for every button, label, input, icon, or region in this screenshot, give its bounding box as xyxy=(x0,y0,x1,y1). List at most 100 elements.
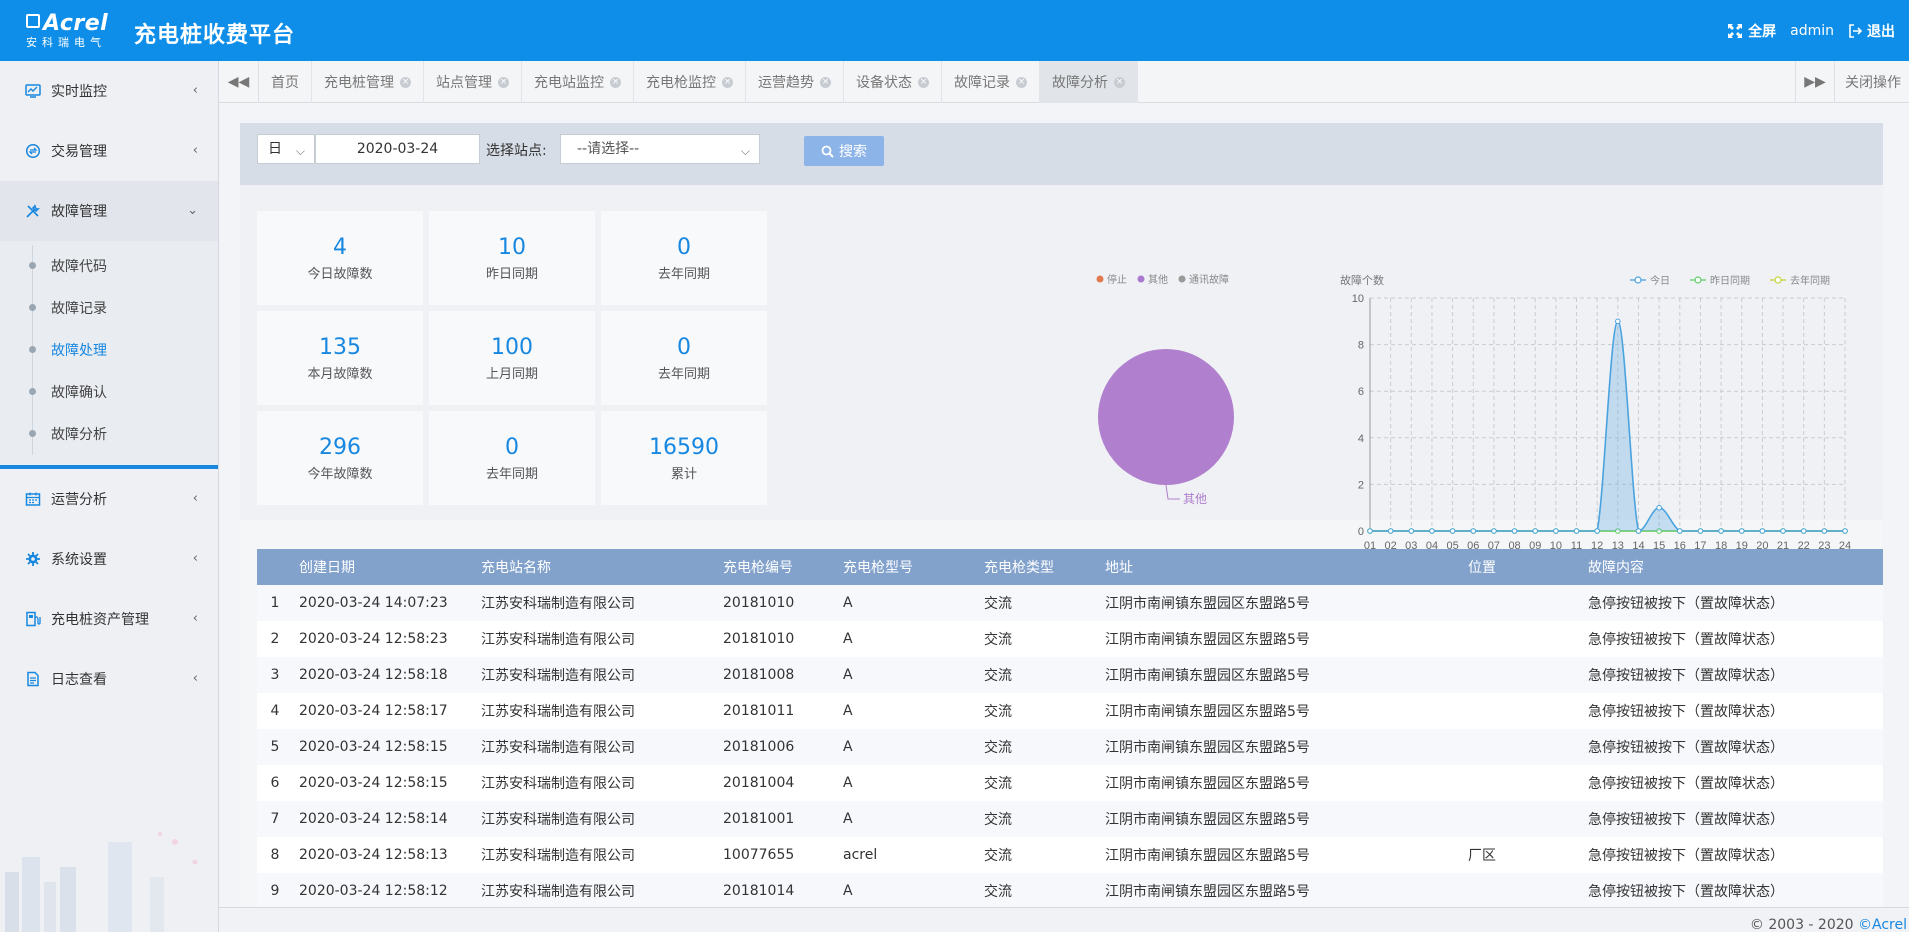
data-point[interactable] xyxy=(1656,528,1662,534)
sidebar-subitem-fault-confirm[interactable]: 故障确认 xyxy=(0,371,218,413)
legend-label: 其他 xyxy=(1148,273,1168,286)
pie-legend-item[interactable]: 停止 xyxy=(1096,273,1128,286)
data-point[interactable] xyxy=(1449,528,1456,534)
tab-label: 站点管理 xyxy=(436,75,492,91)
data-point[interactable] xyxy=(1697,528,1704,534)
table-row[interactable]: 6 2020-03-24 12:58:15 江苏安科瑞制造有限公司 20181004 A… xyxy=(257,765,1883,801)
table-cell: 5 xyxy=(270,739,280,755)
close-icon[interactable]: × xyxy=(722,76,733,88)
gear-icon xyxy=(25,551,41,567)
date-input[interactable]: 2020-03-24 xyxy=(315,134,480,164)
data-point[interactable] xyxy=(1821,528,1828,534)
close-icon[interactable]: × xyxy=(918,76,929,88)
sidebar-subitem-fault-record[interactable]: 故障记录 xyxy=(0,287,218,329)
close-icon[interactable]: × xyxy=(610,76,621,88)
data-point[interactable] xyxy=(1470,528,1477,534)
data-point[interactable] xyxy=(1656,504,1662,511)
sidebar-subitem-fault-code[interactable]: 故障代码 xyxy=(0,245,218,287)
fullscreen-button[interactable]: 全屏 xyxy=(1727,21,1776,41)
table-row[interactable]: 5 2020-03-24 12:58:15 江苏安科瑞制造有限公司 20181006 A… xyxy=(257,729,1883,765)
sidebar-subitem-fault-analysis[interactable]: 故障分析 xyxy=(0,413,218,455)
sidebar-item-operation-analysis[interactable]: 运营分析 ‹ xyxy=(0,469,218,529)
chart-legend-item[interactable]: 昨日同期 xyxy=(1690,275,1750,287)
close-operations-menu[interactable]: 关闭操作 xyxy=(1845,75,1901,91)
data-point[interactable] xyxy=(1718,528,1724,534)
logout-label: 退出 xyxy=(1867,24,1895,40)
tab-3[interactable]: 充电站监控 × xyxy=(522,61,634,103)
table-row[interactable]: 8 2020-03-24 12:58:13 江苏安科瑞制造有限公司 10077655 a… xyxy=(257,837,1883,873)
tab-6[interactable]: 设备状态 × xyxy=(844,61,942,103)
search-button[interactable]: 搜索 xyxy=(804,136,884,166)
data-point[interactable] xyxy=(1408,528,1415,534)
table-row[interactable]: 2 2020-03-24 12:58:23 江苏安科瑞制造有限公司 20181010 A… xyxy=(257,621,1883,657)
table-row[interactable]: 3 2020-03-24 12:58:18 江苏安科瑞制造有限公司 20181008 A… xyxy=(257,657,1883,693)
acrel-link[interactable]: ©Acrel xyxy=(1858,917,1907,932)
stat-card: 16590 累计 xyxy=(601,411,767,505)
stat-label: 昨日同期 xyxy=(485,267,538,282)
close-icon[interactable]: × xyxy=(400,76,411,88)
close-icon[interactable]: × xyxy=(1016,76,1027,88)
y-tick-label: 10 xyxy=(1352,293,1364,305)
logout-button[interactable]: 退出 xyxy=(1848,21,1895,41)
data-point[interactable] xyxy=(1553,528,1559,534)
tab-scroll-right-button[interactable]: ▶▶ xyxy=(1795,61,1835,103)
data-point[interactable] xyxy=(1738,528,1745,534)
chart-legend-item[interactable]: 今日 xyxy=(1630,274,1670,287)
data-point[interactable] xyxy=(1491,528,1497,534)
tab-4[interactable]: 充电枪监控 × xyxy=(634,61,746,103)
sidebar-item-system-settings[interactable]: 系统设置 ‹ xyxy=(0,529,218,589)
data-point[interactable] xyxy=(1635,528,1642,534)
stat-label: 本月故障数 xyxy=(307,367,373,382)
data-point[interactable] xyxy=(1367,528,1373,534)
tab-5[interactable]: 运营趋势 × xyxy=(746,61,844,103)
tab-1[interactable]: 充电桩管理 × xyxy=(312,61,424,103)
close-icon[interactable]: × xyxy=(1114,76,1125,88)
data-point[interactable] xyxy=(1842,528,1848,534)
station-select[interactable]: --请选择-- ⌵ xyxy=(560,134,760,164)
sidebar-item-trade-management[interactable]: 交易管理 ‹ xyxy=(0,121,218,181)
table-row[interactable]: 1 2020-03-24 14:07:23 江苏安科瑞制造有限公司 20181010 A… xyxy=(257,585,1883,621)
sidebar-item-log-view[interactable]: 日志查看 ‹ xyxy=(0,649,218,709)
data-point[interactable] xyxy=(1511,528,1518,534)
table-row[interactable]: 7 2020-03-24 12:58:14 江苏安科瑞制造有限公司 20181001 A… xyxy=(257,801,1883,837)
stat-card: 0 去年同期 xyxy=(601,211,767,305)
tab-7[interactable]: 故障记录 × xyxy=(942,61,1040,103)
tab-2[interactable]: 站点管理 × xyxy=(424,61,522,103)
data-point[interactable] xyxy=(1429,528,1435,534)
data-point[interactable] xyxy=(1594,528,1600,534)
table-cell: 10077655 xyxy=(723,847,795,863)
tab-8[interactable]: 故障分析 × xyxy=(1040,61,1138,103)
data-point[interactable] xyxy=(1615,528,1621,534)
tab-0[interactable]: 首页 xyxy=(259,61,312,103)
sidebar-subitem-fault-handling[interactable]: 故障处理 xyxy=(0,329,218,371)
close-icon[interactable]: × xyxy=(498,76,509,88)
pie-slice[interactable] xyxy=(1098,349,1234,485)
data-point[interactable] xyxy=(1532,528,1539,534)
stat-value: 0 xyxy=(677,235,691,260)
table-cell: 江苏安科瑞制造有限公司 xyxy=(481,776,635,792)
data-point[interactable] xyxy=(1573,528,1580,534)
data-point[interactable] xyxy=(1759,528,1766,534)
period-select[interactable]: 日 ⌵ xyxy=(257,134,315,164)
data-point[interactable] xyxy=(1387,528,1394,534)
fault-submenu: 故障代码 故障记录 故障处理 故障确认 故障分析 xyxy=(0,241,218,465)
data-point[interactable] xyxy=(1615,318,1621,325)
chevron-left-icon: ‹ xyxy=(192,83,198,98)
sidebar-item-charger-assets[interactable]: 充电桩资产管理 ‹ xyxy=(0,589,218,649)
data-point[interactable] xyxy=(1780,528,1786,534)
pie-legend-item[interactable]: 其他 xyxy=(1137,273,1169,286)
data-point[interactable] xyxy=(1800,528,1807,534)
sidebar-item-label: 系统设置 xyxy=(51,552,107,568)
sidebar-item-realtime-monitor[interactable]: 实时监控 ‹ xyxy=(0,61,218,121)
table-row[interactable]: 9 2020-03-24 12:58:12 江苏安科瑞制造有限公司 20181014 A… xyxy=(257,873,1883,907)
data-point[interactable] xyxy=(1676,528,1683,534)
table-cell: 急停按钮被按下（置故障状态） xyxy=(1588,776,1784,792)
close-icon[interactable]: × xyxy=(820,76,831,88)
chart-legend-item[interactable]: 去年同期 xyxy=(1770,274,1830,287)
current-user[interactable]: admin xyxy=(1790,23,1834,39)
sidebar-item-fault-management[interactable]: 故障管理 ⌄ xyxy=(0,181,218,241)
table-row[interactable]: 4 2020-03-24 12:58:17 江苏安科瑞制造有限公司 20181011 A… xyxy=(257,693,1883,729)
pie-legend-item[interactable]: 通讯故障 xyxy=(1178,273,1230,286)
tab-scroll-left-button[interactable]: ◀◀ xyxy=(219,61,259,103)
period-value: 日 xyxy=(268,141,282,157)
